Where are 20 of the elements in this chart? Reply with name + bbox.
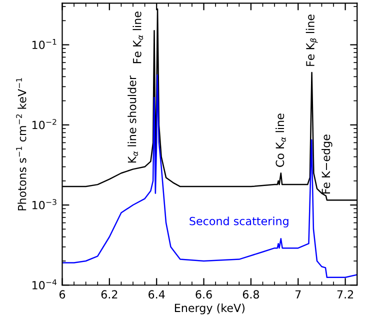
y-tick-label: 10$^{−4}$: [32, 279, 57, 290]
annotation: Fe K$_{α}$ line: [132, 12, 144, 64]
y-axis-title: Photons s$^{−1}$ cm$^{−2}$ keV$^{−1}$: [16, 78, 26, 210]
x-tick-label: 6: [59, 290, 66, 299]
annotation: Fe K−edge: [322, 134, 332, 194]
series-label: Second scattering: [190, 216, 288, 228]
y-tick-label: 10$^{−2}$: [32, 119, 56, 130]
annotation: Co K$_{α}$ line: [276, 114, 286, 167]
line-series: [62, 74, 358, 278]
y-tick-label: 10$^{−1}$: [32, 39, 56, 50]
y-tick-label: 10$^{−3}$: [32, 199, 56, 210]
x-tick-label: 6.4: [148, 290, 165, 299]
annotation: K$_{α}$ line shoulder: [128, 75, 138, 163]
x-axis-title: Energy (keV): [174, 304, 244, 314]
annotation: Fe K$_{β}$ line: [306, 14, 318, 66]
x-tick-label: 7.2: [337, 290, 354, 298]
x-tick-label: 6.8: [242, 290, 260, 299]
x-tick-label: 6.2: [101, 290, 118, 299]
x-tick-label: 6.6: [196, 290, 212, 299]
x-tick-label: 7: [296, 290, 301, 298]
